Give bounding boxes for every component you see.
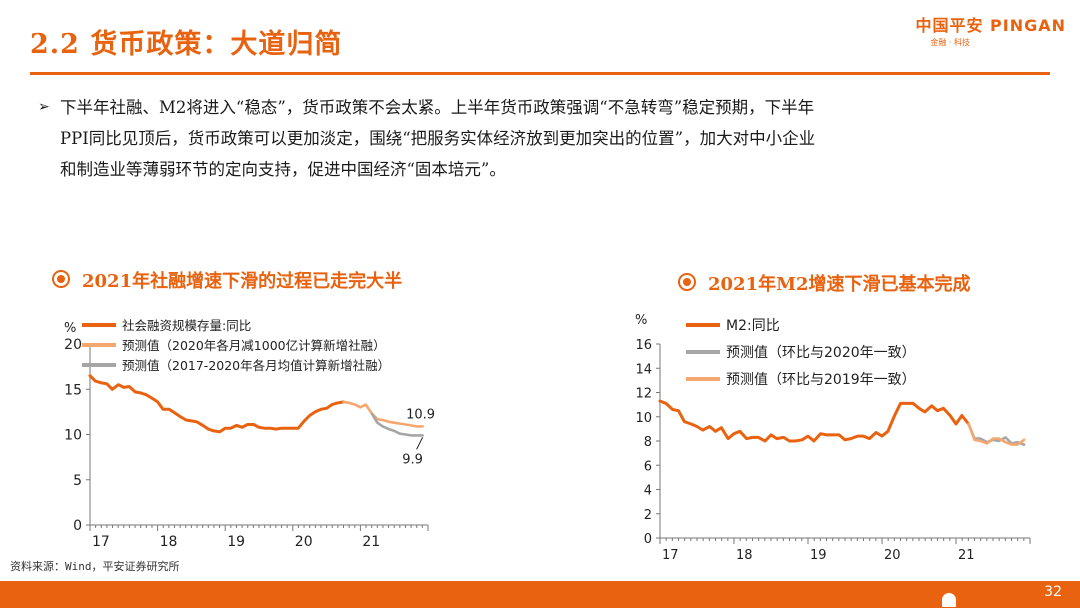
arrow-bullet-icon: ➢ (38, 99, 50, 115)
y-tick-label: 6 (644, 459, 652, 474)
chart-m2: 0 2 4 6 8 10 12 14 16% 17 18 19 20 21 M2:同比预测值（环比与2020… (635, 313, 1031, 560)
target-circle-icon (678, 273, 696, 291)
footer-bar (0, 581, 1080, 608)
series-line-2 (342, 400, 424, 428)
y-tick-label: 14 (635, 362, 652, 377)
title-divider (30, 72, 1050, 75)
x-tick-label: 17 (92, 534, 110, 550)
source-note: 资料来源：Wind，平安证券研究所 (10, 560, 180, 573)
y-tick-label: 5 (73, 473, 82, 489)
y-tick-label: 12 (635, 387, 652, 402)
x-tick-label: 18 (736, 548, 753, 560)
footer-logo-icon (942, 593, 956, 607)
y-tick-label: 15 (64, 382, 82, 398)
series-line-1 (88, 374, 345, 434)
chart-1-title: 2021年社融增速下滑的过程已走完大半 (82, 271, 403, 292)
y-tick-label: 20 (64, 337, 82, 353)
x-tick-label: 18 (160, 534, 178, 550)
data-label: 10.9 (406, 407, 435, 422)
company-logo: 中国平安 PINGAN 金融 · 科技 (886, 12, 1066, 48)
series-line-2 (967, 422, 1026, 446)
x-tick-label: 20 (884, 548, 901, 560)
legend-label-1: 社会融资规模存量:同比 (122, 318, 251, 333)
chart-2-title: 2021年M2增速下滑已基本完成 (708, 274, 971, 295)
y-axis-unit: % (64, 321, 76, 336)
chart-social-financing: 0 5 10 15 20% 17 18 19 20 21 社会融资规模存量:同比预测值（2020年各… (64, 318, 435, 550)
series-line-3 (370, 412, 424, 437)
y-tick-label: 0 (73, 518, 82, 534)
y-axis-unit: % (635, 313, 647, 328)
y-tick-label: 4 (644, 484, 652, 499)
target-circle-icon (52, 270, 70, 288)
bullet-line-1: 下半年社融、M2将进入“稳态”，货币政策不会太紧。上半年货币政策强调“不急转弯”… (60, 98, 815, 117)
y-tick-label: 10 (64, 428, 82, 444)
chart-1-heading: 2021年社融增速下滑的过程已走完大半 (52, 267, 402, 293)
logo-text: 中国平安 PINGAN (915, 16, 1066, 35)
y-tick-label: 16 (635, 338, 652, 353)
series-line-3 (967, 422, 1026, 446)
x-tick-label: 21 (958, 548, 975, 560)
y-tick-label: 10 (635, 411, 652, 426)
logo-subtext: 金融 · 科技 (930, 38, 970, 47)
bullet-line-2: PPI同比见顶后，货币政策可以更加淡定，围绕“把服务实体经济放到更加突出的位置”… (60, 129, 816, 148)
legend-label-2: 预测值（2020年各月减1000亿计算新增社融） (122, 338, 386, 353)
y-tick-label: 0 (644, 532, 652, 547)
series-line-1 (658, 399, 971, 443)
bullet-paragraph: ➢ 下半年社融、M2将进入“稳态”，货币政策不会太紧。上半年货币政策强调“不急转… (38, 92, 1035, 185)
page-number: 32 (1044, 584, 1062, 600)
legend-label-1: M2:同比 (726, 318, 780, 334)
page-title: 2.2 货币政策：大道归简 (30, 29, 343, 60)
legend-label-3: 预测值（环比与2019年一致） (726, 372, 916, 388)
annotation-leader-line (416, 437, 424, 450)
x-tick-label: 17 (662, 548, 679, 560)
legend-label-2: 预测值（环比与2020年一致） (726, 345, 916, 361)
data-label: 9.9 (402, 452, 423, 467)
x-tick-label: 21 (362, 534, 380, 550)
x-tick-label: 19 (227, 534, 245, 550)
y-tick-label: 2 (644, 508, 652, 523)
y-tick-label: 8 (644, 435, 652, 450)
bullet-line-3: 和制造业等薄弱环节的定向支持，促进中国经济“固本培元”。 (60, 160, 506, 179)
x-tick-label: 20 (295, 534, 313, 550)
chart-2-heading: 2021年M2增速下滑已基本完成 (678, 270, 971, 296)
legend-label-3: 预测值（2017-2020年各月均值计算新增社融） (122, 358, 390, 373)
x-tick-label: 19 (810, 548, 827, 560)
